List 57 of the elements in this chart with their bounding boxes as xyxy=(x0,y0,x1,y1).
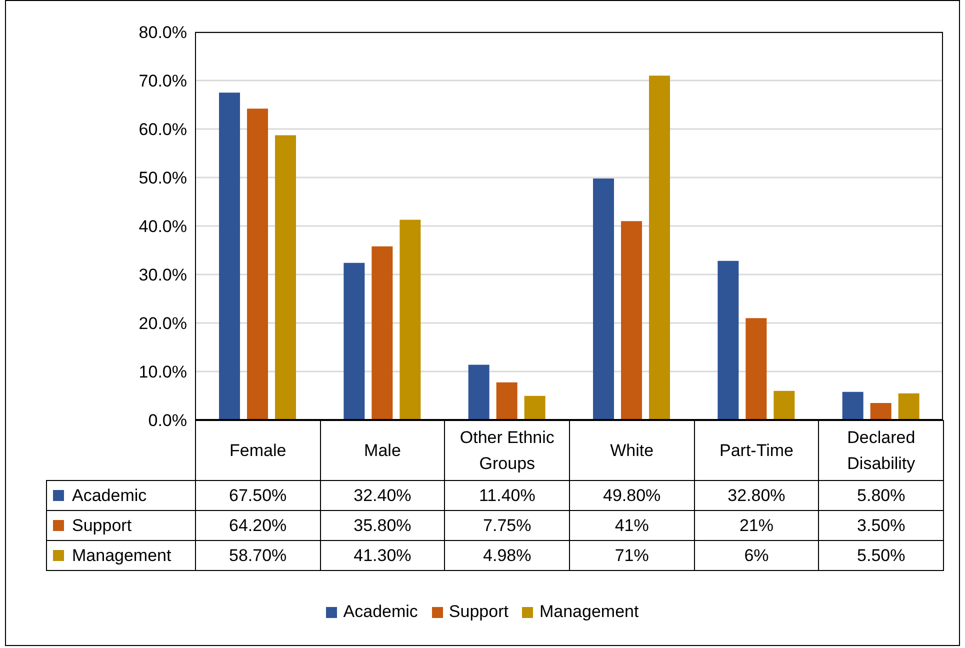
legend-label: Management xyxy=(72,546,172,566)
bar xyxy=(898,393,920,420)
bar xyxy=(718,260,739,420)
data-label: 71% xyxy=(569,540,695,571)
y-tick-label: 70.0% xyxy=(138,72,187,91)
bar xyxy=(621,221,642,420)
legend-label: Academic xyxy=(72,486,147,506)
bar xyxy=(746,318,767,420)
bar xyxy=(219,92,240,420)
data-label: 21% xyxy=(694,510,820,541)
x-tick-label: White xyxy=(569,420,695,481)
data-label: 41% xyxy=(569,510,695,541)
data-label: 67.50% xyxy=(195,480,321,511)
text: Management xyxy=(539,602,639,621)
y-tick-label: 30.0% xyxy=(138,266,187,285)
bar xyxy=(372,246,393,420)
x-tick-label: Other Ethnic Groups xyxy=(444,420,570,481)
data-label: 49.80% xyxy=(569,480,695,511)
data-label: 32.40% xyxy=(320,480,446,511)
legend-label: Support xyxy=(72,516,132,536)
data-label: 32.80% xyxy=(694,480,820,511)
y-tick-label: 10.0% xyxy=(138,362,187,382)
bar xyxy=(649,76,670,420)
bar xyxy=(247,108,268,420)
y-tick-label: 0.0% xyxy=(148,411,187,430)
bar xyxy=(774,390,795,420)
data-label: 5.80% xyxy=(818,480,944,511)
data-label: 11.40% xyxy=(444,480,570,511)
y-tick-label: 60.0% xyxy=(138,120,187,140)
data-label: 7.75% xyxy=(444,510,570,541)
y-tick-label: 50.0% xyxy=(138,168,187,188)
y-tick-label: 40.0% xyxy=(138,217,187,236)
y-tick-label: 20.0% xyxy=(138,314,187,334)
bar xyxy=(524,396,546,420)
data-label: 64.20% xyxy=(195,510,321,541)
bar xyxy=(842,392,864,420)
bar xyxy=(496,382,518,420)
x-tick-label: Part-Time xyxy=(694,420,820,481)
y-tick-label: 80.0% xyxy=(138,23,187,42)
data-label: 3.50% xyxy=(818,510,944,541)
data-label: 5.50% xyxy=(818,540,944,571)
data-label: 58.70% xyxy=(195,540,321,571)
x-tick-label: Female xyxy=(195,420,321,481)
data-label: 35.80% xyxy=(320,510,446,541)
bar xyxy=(344,262,365,420)
x-tick-label: Male xyxy=(320,420,446,481)
bar xyxy=(468,364,490,420)
data-label: 41.30% xyxy=(320,540,446,571)
x-tick-label: Declared Disability xyxy=(818,420,944,481)
text: Academic xyxy=(343,602,418,621)
data-label: 4.98% xyxy=(444,540,570,571)
bar xyxy=(275,135,296,420)
bar xyxy=(400,220,421,420)
text: Support xyxy=(448,602,508,621)
data-label: 6% xyxy=(694,540,820,571)
bar xyxy=(593,178,614,420)
bar xyxy=(870,403,892,420)
